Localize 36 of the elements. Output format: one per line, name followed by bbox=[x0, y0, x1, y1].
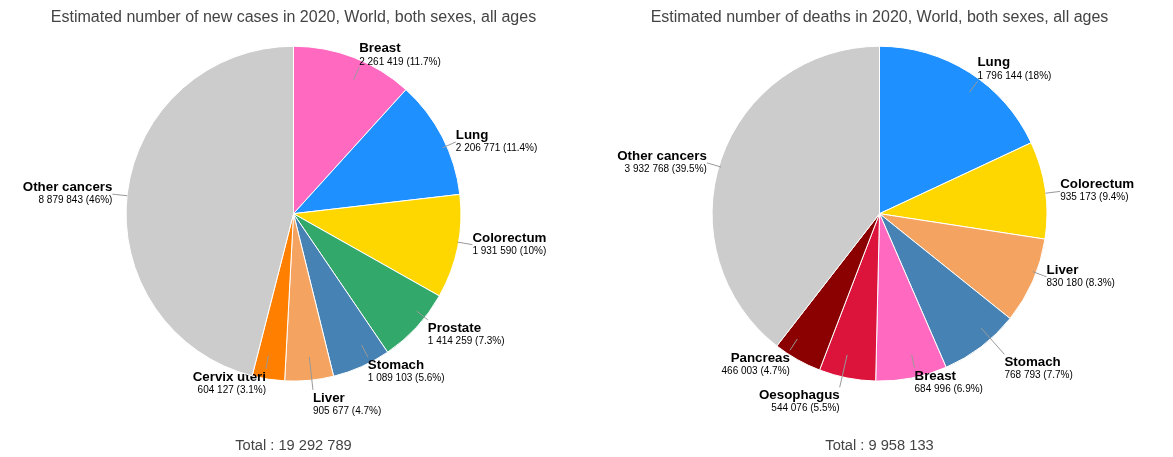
slice-label: Stomach bbox=[367, 356, 425, 372]
data-label: 2 261 419 (11.7%) bbox=[359, 56, 441, 68]
data-label: 1 796 144 (18%) bbox=[977, 70, 1052, 82]
data-label: 830 180 (8.3%) bbox=[1046, 276, 1115, 288]
slice-label: Cervix uteri bbox=[192, 368, 266, 384]
data-label: 905 677 (4.7%) bbox=[312, 404, 382, 416]
data-label: 684 996 (6.9%) bbox=[914, 382, 983, 394]
data-label: 1 414 259 (7.3%) bbox=[427, 334, 505, 346]
slice-label: Lung bbox=[455, 126, 489, 142]
slice-label: Oesophagus bbox=[758, 387, 840, 403]
slice-label: Other cancers bbox=[22, 179, 113, 195]
slice-label: Pancreas bbox=[730, 350, 790, 366]
slice-label: Liver bbox=[1046, 261, 1079, 277]
data-label: 3 932 768 (39.5%) bbox=[624, 162, 707, 174]
slice-label: Other cancers bbox=[617, 147, 707, 163]
slice-label: Colorectum bbox=[1060, 176, 1135, 192]
data-label: 1 931 590 (10%) bbox=[472, 244, 547, 256]
data-label: 2 206 771 (11.4%) bbox=[455, 141, 538, 153]
chart-title: Estimated number of new cases in 2020, World, both sexes, all ages bbox=[50, 7, 537, 25]
slice-label: Liver bbox=[312, 389, 345, 405]
data-label: 604 127 (3.1%) bbox=[197, 383, 267, 395]
slice-label: Lung bbox=[977, 54, 1011, 70]
slice-label: Colorectum bbox=[472, 229, 547, 245]
data-label: 544 076 (5.5%) bbox=[771, 402, 840, 414]
data-label: 1 089 103 (5.6%) bbox=[367, 371, 445, 383]
slice-label: Breast bbox=[359, 40, 402, 56]
chart-title: Estimated number of deaths in 2020, World, both sexes, all ages bbox=[650, 7, 1109, 25]
slice-label: Breast bbox=[914, 367, 957, 383]
data-label: 768 793 (7.7%) bbox=[1004, 369, 1073, 381]
data-label: 8 879 843 (46%) bbox=[38, 194, 113, 206]
data-label: 466 003 (4.7%) bbox=[721, 365, 790, 377]
slice-label: Stomach bbox=[1004, 354, 1061, 370]
text: Total : 9 958 133 bbox=[825, 436, 934, 453]
data-label: 935 173 (9.4%) bbox=[1060, 191, 1129, 203]
slice-label: Prostate bbox=[427, 319, 482, 335]
text: Total : 19 292 789 bbox=[235, 436, 352, 453]
